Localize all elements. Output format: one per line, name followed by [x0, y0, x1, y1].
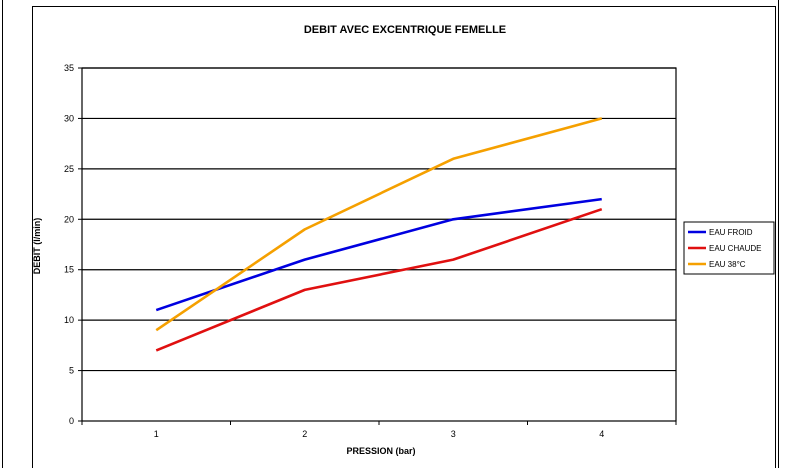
- x-tick-label: 3: [451, 429, 456, 439]
- gridlines: [78, 67, 676, 422]
- legend-label: EAU CHAUDE: [709, 244, 761, 253]
- y-tick-label: 5: [69, 366, 74, 376]
- y-tick-label: 15: [64, 265, 74, 275]
- series-line-2: [155, 207, 603, 352]
- y-tick-label: 0: [69, 416, 74, 426]
- chart-frame: [32, 6, 776, 468]
- y-tick-label: 30: [64, 113, 74, 123]
- plot-area: [81, 67, 677, 422]
- axes: [81, 67, 677, 425]
- y-tick-label: 35: [64, 63, 74, 73]
- y-axis-label: DEBIT (l/min): [32, 218, 42, 275]
- right-border-line: [778, 0, 779, 468]
- y-tick-label: 20: [64, 214, 74, 224]
- series-lines: [155, 117, 603, 352]
- y-tick-labels: 0 5 10 15 20 25 30 35: [64, 63, 74, 426]
- x-tick-labels: 1 2 3 4: [154, 429, 605, 439]
- series-line-1: [155, 197, 602, 312]
- legend: EAU FROID EAU CHAUDE EAU 38°C: [683, 221, 775, 275]
- series-line-3: [155, 117, 603, 332]
- chart-title: DEBIT AVEC EXCENTRIQUE FEMELLE: [304, 24, 506, 36]
- x-tick-label: 2: [302, 429, 307, 439]
- x-tick-label: 1: [154, 429, 159, 439]
- y-tick-label: 25: [64, 164, 74, 174]
- x-axis-label: PRESSION (bar): [346, 446, 415, 456]
- left-border-line: [2, 0, 3, 468]
- legend-label: EAU 38°C: [709, 260, 746, 269]
- y-tick-label: 10: [64, 315, 74, 325]
- x-tick-label: 4: [599, 429, 604, 439]
- legend-label: EAU FROID: [709, 228, 753, 237]
